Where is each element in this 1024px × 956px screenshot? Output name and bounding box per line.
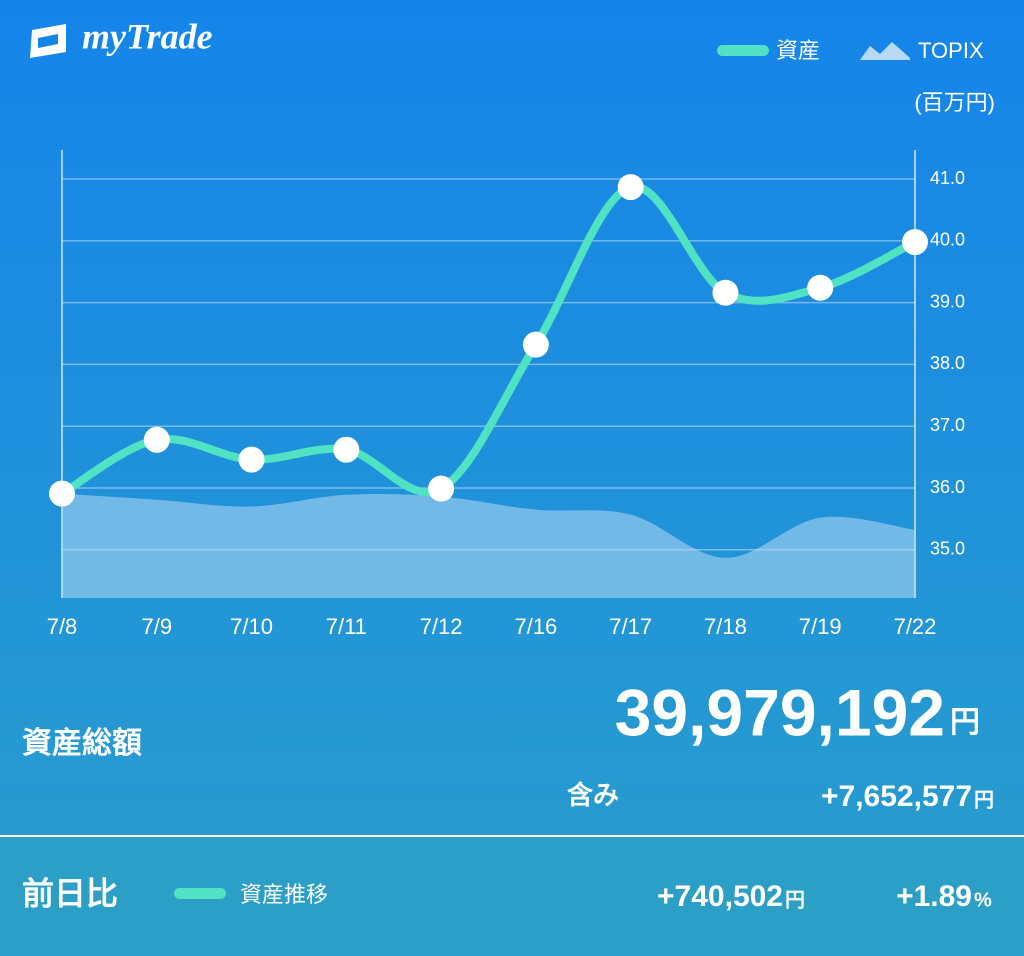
unrealized-value: +7,652,577 [821, 780, 972, 813]
data-point [617, 174, 644, 201]
plot: 35.0 36.0 37.0 38.0 39.0 40.0 41.0 7/8 7/9 7/10 7/… [47, 150, 965, 639]
data-point [902, 229, 928, 256]
x-tick-label: 7/19 [799, 614, 842, 639]
daily-change: +740,502 [657, 880, 783, 913]
data-point [522, 331, 549, 358]
x-tick-label: 7/10 [230, 614, 273, 639]
data-point [712, 279, 739, 306]
y-tick-label: 40.0 [930, 230, 965, 250]
x-tick-label: 7/22 [894, 614, 937, 639]
app-name: myTrade [82, 16, 213, 56]
x-tick-label: 7/16 [514, 614, 557, 639]
bottom-band [0, 837, 1024, 956]
total-unit: 円 [950, 706, 980, 739]
total-label: 資産総額 [22, 727, 142, 760]
x-tick-label: 7/18 [704, 614, 747, 639]
legend-swatch [174, 888, 226, 899]
axis-unit: (百万円) [914, 90, 995, 115]
data-point [49, 480, 75, 507]
x-tick-label: 7/11 [326, 614, 367, 639]
daily-pct: +1.89 [896, 880, 972, 913]
data-point [238, 446, 265, 473]
y-tick-label: 35.0 [930, 539, 965, 559]
legend-label: 資産 [776, 38, 820, 63]
legend-swatch [860, 42, 910, 60]
daily-label: 前日比 [22, 875, 118, 911]
legend-swatch [717, 45, 769, 56]
topix-area [62, 493, 915, 598]
data-point [143, 426, 170, 453]
y-tick-label: 39.0 [930, 291, 965, 311]
y-tick-label: 41.0 [930, 168, 965, 188]
logo-icon [30, 24, 66, 58]
x-tick-label: 7/8 [47, 614, 78, 639]
legend-label: TOPIX [918, 38, 984, 63]
data-point [333, 436, 360, 463]
y-tick-label: 36.0 [930, 477, 965, 497]
daily-pct-unit: % [974, 889, 992, 911]
x-tick-label: 7/12 [420, 614, 463, 639]
total-value: 39,979,192 [615, 675, 945, 749]
x-tick-label: 7/9 [141, 614, 172, 639]
unrealized-unit: 円 [974, 789, 994, 811]
daily-change-unit: 円 [785, 889, 805, 911]
daily-legend: 資産推移 [240, 882, 328, 907]
asset-line [58, 182, 919, 498]
data-point [807, 274, 834, 301]
x-tick-label: 7/17 [609, 614, 652, 639]
data-point [428, 475, 455, 502]
y-tick-label: 38.0 [930, 353, 965, 373]
unrealized-label: 含み [567, 780, 619, 810]
y-tick-label: 37.0 [930, 415, 965, 435]
